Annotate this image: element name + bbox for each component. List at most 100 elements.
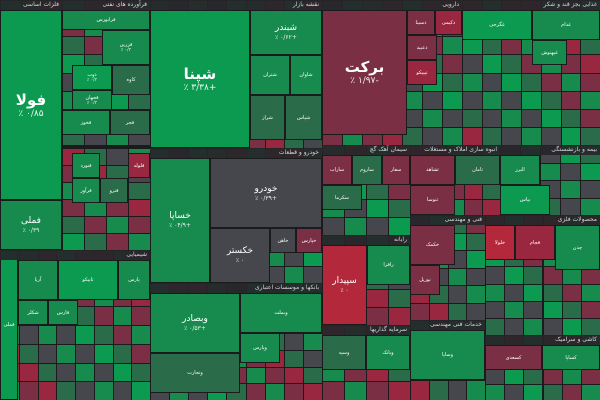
stock-tile[interactable]: غدام: [532, 10, 600, 40]
sector-investment[interactable]: وسپه وبانک سرمایه گذاریها: [322, 325, 410, 400]
stock-tile[interactable]: فولا ٪ ۰/۸۵: [0, 10, 62, 200]
stock-tile[interactable]: وساپا: [410, 330, 485, 380]
sector-metals[interactable]: فولا ٪ ۰/۸۵ فملی ٪ ۰/۳۹ فلزات اساسی: [0, 0, 62, 250]
stock-tile[interactable]: خساپا ٪ ۰۴/۹+: [150, 158, 210, 283]
minor-stock-tile[interactable]: [485, 367, 506, 385]
minor-stock-tile[interactable]: [504, 300, 525, 319]
minor-stock-tile[interactable]: [580, 283, 600, 302]
sector-oil[interactable]: فرابورس فزرین ٪ ۰/۳ ذوب ٪ ۰/۳ کاوه فجهان ٪ ۰/۳ ف…: [62, 0, 150, 145]
stock-tile[interactable]: شراز: [250, 95, 285, 140]
sector-tech[interactable]: خلولا چدن فجام محصولات فلزی: [485, 215, 600, 335]
minor-stock-tile[interactable]: [501, 90, 523, 110]
stock-tile[interactable]: خکستر ٪ ۰: [210, 228, 270, 283]
minor-stock-tile[interactable]: [481, 90, 503, 110]
minor-stock-tile[interactable]: [302, 366, 322, 385]
stock-tile[interactable]: خکمک: [410, 225, 455, 265]
stock-tile[interactable]: غبهنوش: [532, 40, 567, 65]
stock-tile[interactable]: فزرین ٪ ۰/۳: [102, 30, 150, 65]
stock-tile[interactable]: غگرجی: [462, 10, 532, 40]
minor-stock-tile[interactable]: [106, 148, 129, 166]
stock-tile[interactable]: چدن: [555, 225, 600, 270]
minor-stock-tile[interactable]: [560, 162, 581, 181]
minor-stock-tile[interactable]: [542, 367, 563, 385]
minor-stock-tile[interactable]: [481, 54, 503, 74]
stock-tile[interactable]: وسپه: [322, 335, 366, 370]
minor-stock-tile[interactable]: [245, 383, 266, 400]
minor-stock-tile[interactable]: [422, 126, 443, 145]
minor-stock-tile[interactable]: [501, 126, 523, 145]
minor-stock-tile[interactable]: [561, 367, 582, 385]
minor-stock-tile[interactable]: [18, 362, 39, 383]
minor-stock-tile[interactable]: [540, 72, 562, 92]
minor-stock-tile[interactable]: [442, 108, 462, 128]
minor-stock-tile[interactable]: [428, 380, 449, 400]
minor-stock-tile[interactable]: [523, 266, 544, 285]
stock-tile[interactable]: کسعدی: [485, 345, 542, 370]
stock-tile[interactable]: سپیدار ٪ ۰: [322, 245, 367, 325]
sector-cement[interactable]: فلوله فنورد فرآور فترو: [62, 148, 150, 250]
minor-stock-tile[interactable]: [388, 199, 410, 218]
minor-stock-tile[interactable]: [580, 126, 600, 145]
stock-tile[interactable]: دکیمی: [435, 10, 462, 35]
stock-tile[interactable]: خاهن: [270, 228, 296, 253]
minor-stock-tile[interactable]: [542, 317, 563, 335]
stock-tile[interactable]: شاوان: [290, 55, 322, 95]
stock-tile[interactable]: فجام: [515, 225, 555, 260]
minor-stock-tile[interactable]: [112, 325, 133, 345]
stock-tile[interactable]: ثنوسا: [410, 185, 455, 215]
minor-stock-tile[interactable]: [560, 72, 582, 92]
minor-stock-tile[interactable]: [62, 216, 85, 234]
stock-tile[interactable]: ساراب: [322, 155, 352, 185]
minor-stock-tile[interactable]: [388, 289, 410, 308]
minor-stock-tile[interactable]: [75, 381, 95, 400]
minor-stock-tile[interactable]: [128, 182, 150, 200]
minor-stock-tile[interactable]: [501, 108, 523, 128]
minor-stock-tile[interactable]: [410, 302, 430, 320]
minor-stock-tile[interactable]: [466, 380, 485, 400]
minor-stock-tile[interactable]: [580, 367, 600, 385]
stock-tile[interactable]: سکرما: [322, 185, 362, 210]
minor-stock-tile[interactable]: [504, 266, 525, 285]
minor-stock-tile[interactable]: [540, 90, 562, 110]
stock-tile[interactable]: آریا: [18, 260, 58, 300]
stock-tile[interactable]: فرآور: [72, 178, 100, 203]
stock-tile[interactable]: وبانک: [366, 335, 410, 370]
sector-mining[interactable]: خکمک نوریل فنی و مهندسی: [410, 215, 485, 320]
minor-stock-tile[interactable]: [442, 126, 462, 145]
minor-stock-tile[interactable]: [56, 381, 76, 400]
minor-stock-tile[interactable]: [388, 217, 410, 235]
minor-stock-tile[interactable]: [131, 381, 150, 400]
stock-tile[interactable]: فرابورس: [62, 10, 150, 30]
minor-stock-tile[interactable]: [93, 343, 114, 364]
stock-tile[interactable]: نوریل: [410, 265, 440, 295]
minor-stock-tile[interactable]: [560, 108, 582, 128]
minor-stock-tile[interactable]: [542, 283, 563, 302]
minor-stock-tile[interactable]: [93, 381, 114, 400]
stock-tile[interactable]: تیپیکو: [407, 60, 437, 85]
minor-stock-tile[interactable]: [18, 381, 39, 400]
stock-tile[interactable]: وپارس: [240, 333, 280, 363]
minor-stock-tile[interactable]: [561, 300, 582, 319]
minor-stock-tile[interactable]: [560, 197, 581, 215]
minor-stock-tile[interactable]: [112, 343, 133, 364]
minor-stock-tile[interactable]: [447, 380, 468, 400]
minor-stock-tile[interactable]: [462, 126, 483, 145]
minor-stock-tile[interactable]: [131, 325, 150, 345]
minor-stock-tile[interactable]: [485, 317, 506, 335]
minor-stock-tile[interactable]: [466, 232, 485, 251]
sector-cables[interactable]: ساراب ساروم سفار سکرما سیمان آهک گچ: [322, 145, 410, 235]
minor-stock-tile[interactable]: [106, 233, 129, 250]
sector-pharma[interactable]: برکت ٪ ۱/۹۷- دسینا دکیمی دعبید تیپیکو دارویی: [322, 0, 462, 145]
minor-stock-tile[interactable]: [366, 217, 389, 235]
sector-auto[interactable]: خساپا ٪ ۰۴/۹+ خودرو ٪ ۰/۳۹+ خکستر ٪ ۰ خاهن خپار…: [150, 148, 322, 283]
stock-tile[interactable]: دعبید: [407, 35, 437, 60]
minor-stock-tile[interactable]: [366, 307, 389, 325]
stock-tile[interactable]: فملی ٪ ۰/۳۹: [0, 200, 62, 250]
minor-stock-tile[interactable]: [560, 126, 582, 145]
minor-stock-tile[interactable]: [523, 283, 544, 302]
minor-stock-tile[interactable]: [75, 362, 95, 383]
minor-stock-tile[interactable]: [501, 54, 523, 74]
minor-stock-tile[interactable]: [540, 126, 562, 145]
stock-tile[interactable]: فنورد: [72, 153, 100, 178]
minor-stock-tile[interactable]: [128, 216, 150, 234]
